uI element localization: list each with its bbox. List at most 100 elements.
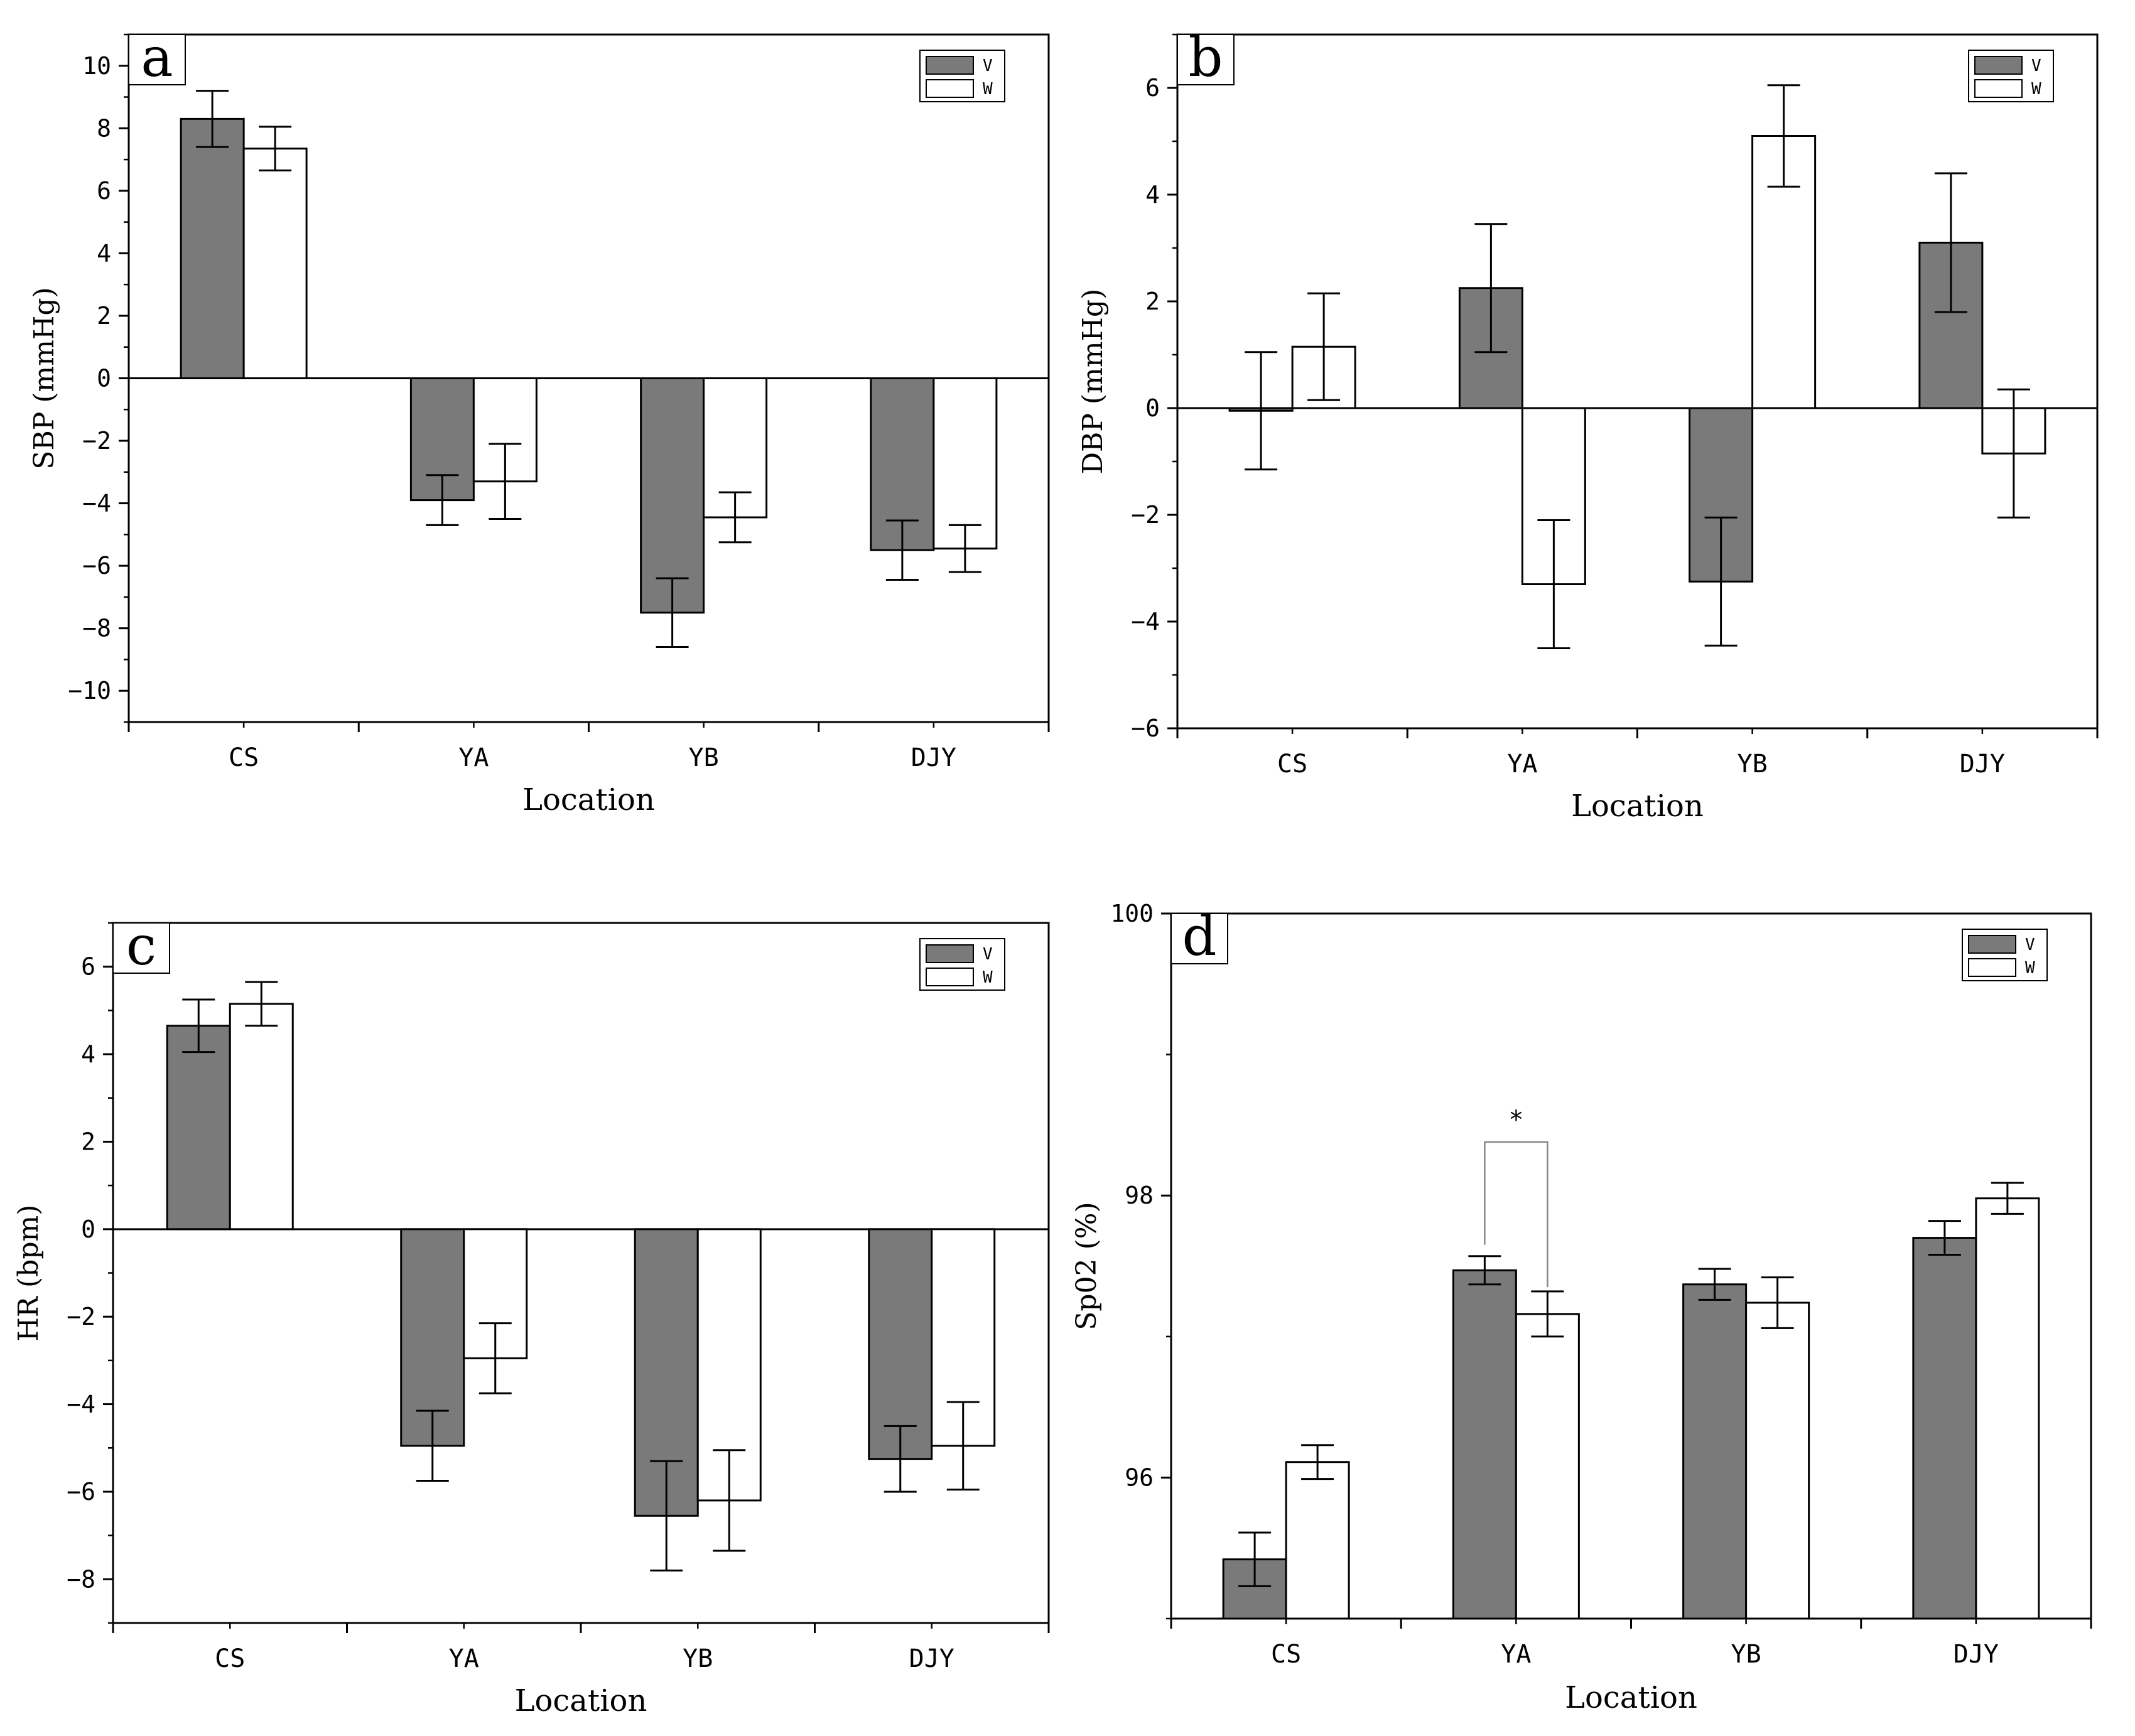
legend-label-v: V (983, 945, 993, 964)
panel-letter: b (1188, 26, 1223, 89)
panel-letter: c (126, 915, 156, 978)
x-tick-label: CS (229, 743, 259, 772)
y-tick-label: 6 (1145, 74, 1160, 102)
x-tick-label: YA (449, 1644, 479, 1673)
y-tick-label: 0 (81, 1216, 95, 1243)
panel-a-sbp-chart: −10 −8 −6 −4 −2 0 2 4 6 8 10 CS YA YB DJY a V W Location SB… (0, 0, 1068, 866)
bar-w-djy (1975, 1197, 2040, 1620)
chart-svg: −8 −6 −4 −2 0 2 4 6 CS YA YB DJY c VW Location HR (bpm) (13, 915, 1050, 1718)
bar-v-yb (1682, 1283, 1748, 1620)
y-tick-label: 4 (1145, 181, 1160, 208)
x-tick-label: DJY (1960, 750, 2005, 779)
panel-c-hr-chart: −8 −6 −4 −2 0 2 4 6 CS YA YB DJY c V W Location HR (bpm) (0, 866, 1068, 1733)
bar-v-cs (180, 117, 245, 380)
y-tick-label: 4 (97, 239, 111, 267)
y-tick-label: −8 (67, 1565, 95, 1593)
y-tick-label: 100 (1110, 900, 1154, 927)
y-tick-label: 2 (97, 302, 111, 330)
y-tick-label: −8 (82, 615, 111, 642)
y-tick-label: 0 (97, 365, 111, 392)
x-axis-title: Location (522, 782, 655, 817)
bar-v-djy (868, 1228, 933, 1460)
x-axis-title: Location (515, 1683, 647, 1718)
x-tick-label: DJY (1954, 1640, 1999, 1669)
panel-letter-box (112, 922, 170, 974)
panel-letter-box (1177, 34, 1235, 85)
legend-swatch-w (926, 79, 974, 98)
legend-label-w: W (2025, 959, 2035, 978)
y-tick-label: −4 (1131, 608, 1160, 635)
y-tick-label: −2 (67, 1303, 95, 1330)
y-tick-label: 2 (81, 1128, 95, 1155)
x-tick-label: CS (1271, 1640, 1301, 1669)
y-tick-label: −4 (82, 490, 111, 517)
chart-svg: −10 −8 −6 −4 −2 0 2 4 6 8 10 CS YA YB DJY a VW Location SB… (28, 26, 1050, 817)
y-tick-label: −6 (82, 552, 111, 580)
x-tick-label: YB (689, 743, 719, 772)
bar-w-ya (1515, 1313, 1580, 1620)
bar-v-djy (1912, 1237, 1977, 1620)
y-tick-label: 4 (81, 1040, 95, 1068)
bar-v-cs (166, 1025, 231, 1231)
legend-label-v: V (983, 57, 993, 75)
y-axis-title: SBP (mmHg) (28, 287, 60, 469)
y-axis-title: HR (bpm) (13, 1205, 45, 1342)
y-tick-label: −10 (68, 677, 111, 704)
y-tick-label: −6 (67, 1478, 95, 1506)
significance-bracket (1484, 1141, 1549, 1288)
y-axis-title: Sp02 (%) (1071, 1202, 1103, 1330)
legend-label-w: W (983, 968, 993, 987)
y-axis-title: DBP (mmHg) (1077, 289, 1109, 475)
y-tick-label: 2 (1145, 288, 1160, 315)
y-tick-label: 10 (82, 52, 111, 80)
x-tick-label: YB (1738, 750, 1768, 779)
y-tick-label: −4 (67, 1391, 95, 1418)
panel-letter: a (141, 26, 173, 89)
chart-svg: 96 98 100 CS YA YB DJY * d VW Location Sp02 (%) (1071, 900, 2092, 1715)
bar-w-cs (1285, 1461, 1350, 1620)
legend-label-w: W (2031, 80, 2041, 99)
x-axis-title: Location (1571, 789, 1704, 824)
bar-w-cs (229, 1003, 294, 1231)
legend-swatch-v (926, 56, 974, 75)
y-tick-label: 8 (97, 114, 111, 142)
y-tick-label: 6 (97, 177, 111, 205)
legend-swatch-v (1968, 935, 2016, 954)
x-tick-label: DJY (909, 1644, 954, 1673)
x-tick-label: YA (1501, 1640, 1531, 1669)
x-axis-title: Location (1565, 1680, 1697, 1715)
panel-b-dbp-chart: −6 −4 −2 0 2 4 6 CS YA YB DJY b V W Location DBP (mmHg) (1068, 0, 2135, 866)
legend-label-v: V (2025, 935, 2035, 954)
x-tick-label: CS (215, 1644, 245, 1673)
bar-v-ya (400, 1228, 465, 1447)
panel-letter-box (128, 34, 186, 85)
y-tick-label: 96 (1125, 1464, 1154, 1491)
legend-swatch-w (1968, 958, 2016, 977)
x-tick-label: DJY (911, 743, 956, 772)
bar-w-yb (1745, 1302, 1810, 1620)
x-tick-label: YA (1507, 750, 1537, 779)
bar-w-cs (242, 148, 308, 380)
y-tick-label: −6 (1131, 714, 1160, 742)
x-tick-label: CS (1277, 750, 1307, 779)
legend-swatch-v (926, 944, 974, 963)
legend-label-w: W (983, 80, 993, 99)
y-tick-label: 6 (81, 953, 95, 981)
legend-swatch-w (926, 968, 974, 986)
legend-swatch-w (1974, 79, 2023, 98)
bar-w-djy (932, 377, 998, 550)
legend-swatch-v (1974, 56, 2023, 75)
x-tick-label: YB (1731, 1640, 1761, 1669)
y-tick-label: 98 (1125, 1182, 1154, 1209)
bar-v-ya (1452, 1269, 1517, 1620)
legend-label-v: V (2031, 57, 2041, 75)
panel-d-spo2-chart: 96 98 100 CS YA YB DJY * d V W Location Sp02 (%) (1068, 866, 2135, 1733)
x-tick-label: YA (458, 743, 489, 772)
x-tick-label: YB (683, 1644, 713, 1673)
panel-letter-box (1170, 913, 1228, 964)
y-tick-label: −2 (82, 427, 111, 455)
y-tick-label: 0 (1145, 394, 1160, 422)
panel-letter: d (1182, 905, 1216, 968)
significance-marker: * (1508, 1106, 1523, 1135)
